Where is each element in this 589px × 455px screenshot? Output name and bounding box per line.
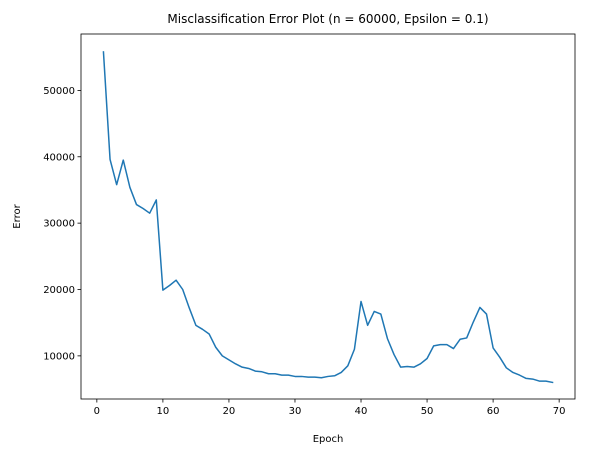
y-tick-label: 40000 bbox=[43, 152, 75, 163]
x-axis-label: Epoch bbox=[313, 434, 344, 445]
y-tick-label: 10000 bbox=[43, 351, 75, 362]
x-tick-label: 20 bbox=[223, 406, 236, 417]
y-tick-label: 20000 bbox=[43, 285, 75, 296]
plot-area bbox=[80, 33, 576, 400]
x-tick-label: 10 bbox=[157, 406, 170, 417]
series-line-0 bbox=[102, 51, 554, 384]
x-tick-label: 30 bbox=[289, 406, 302, 417]
y-axis-label: Error bbox=[12, 203, 23, 228]
x-tick-label: 50 bbox=[421, 406, 434, 417]
x-tick-label: 70 bbox=[553, 406, 566, 417]
y-axis: 10000 20000 30000 40000 50000 bbox=[43, 86, 81, 362]
chart-title: Misclassification Error Plot (n = 60000,… bbox=[167, 12, 488, 26]
x-tick-label: 0 bbox=[94, 406, 100, 417]
x-axis: 0 10 20 30 40 50 60 70 bbox=[94, 399, 566, 417]
x-tick-label: 60 bbox=[487, 406, 500, 417]
y-tick-label: 30000 bbox=[43, 219, 75, 230]
y-tick-label: 50000 bbox=[43, 86, 75, 97]
plot-frame bbox=[80, 33, 576, 400]
x-tick-label: 40 bbox=[355, 406, 368, 417]
